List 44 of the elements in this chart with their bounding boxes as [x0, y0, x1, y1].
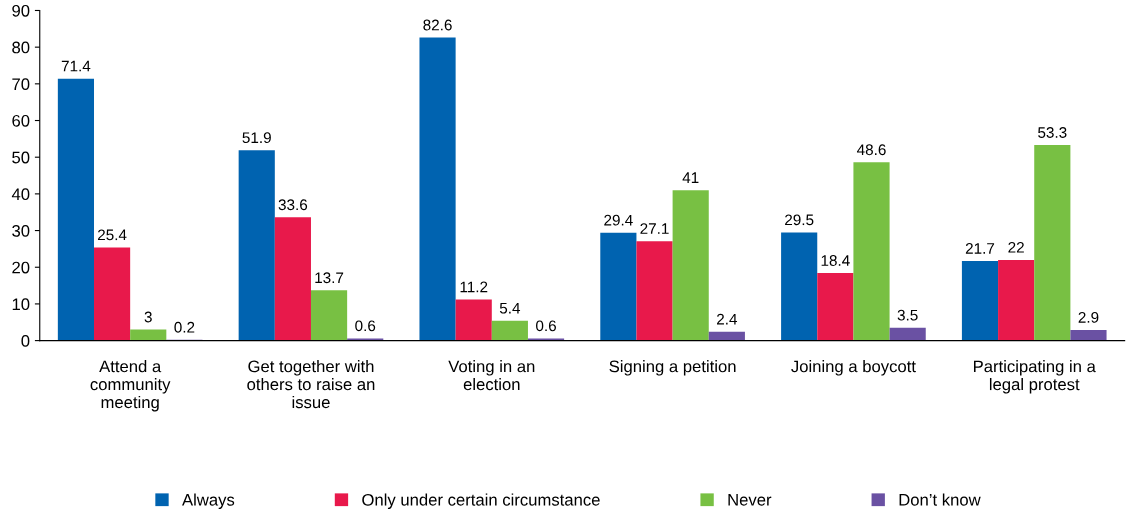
legend-label: Always [182, 493, 235, 509]
data-label: 53.3 [1038, 127, 1067, 138]
y-tick-label: 60 [12, 114, 30, 127]
data-label: 27.1 [640, 223, 669, 234]
data-label: 21.7 [965, 243, 995, 254]
data-label: 3 [144, 311, 152, 323]
x-tick-label: Get together with others to raise an issue [247, 360, 375, 409]
data-label: 18.4 [821, 255, 850, 266]
data-label: 48.6 [856, 144, 886, 156]
legend-label: Never [728, 494, 772, 506]
data-label: 22 [1008, 241, 1024, 253]
y-tick-label: 30 [12, 224, 30, 237]
y-tick-label: 90 [12, 4, 30, 17]
data-label: 2.9 [1078, 311, 1099, 323]
y-tick-label: 80 [12, 41, 30, 54]
data-label: 29.5 [785, 214, 814, 226]
legend-label: Only under certain circumstance [362, 493, 600, 509]
legend-label: Don’t know [899, 493, 981, 506]
data-label: 2.4 [717, 313, 738, 325]
y-tick-label: 10 [12, 298, 30, 311]
data-label: 0.6 [536, 320, 556, 332]
y-tick-label: 50 [12, 151, 30, 164]
x-tick-label: Joining a boycott [791, 360, 916, 376]
data-label: 0.2 [174, 321, 195, 333]
y-tick-label: 40 [11, 188, 30, 201]
x-tick-label: Attend a community meeting [90, 360, 171, 412]
data-label: 71.4 [61, 60, 91, 72]
data-label: 41 [682, 172, 699, 183]
data-label: 51.9 [242, 132, 271, 144]
x-tick-label: Participating in a legal protest [974, 360, 1096, 394]
data-label: 29.4 [604, 214, 633, 226]
x-tick-label: Voting in an election [448, 360, 535, 391]
y-tick-label: 70 [12, 78, 30, 91]
data-label: 33.6 [278, 199, 308, 211]
data-label: 11.2 [460, 281, 488, 293]
data-label: 0.6 [355, 320, 376, 332]
y-tick-label: 20 [12, 261, 30, 274]
x-tick-label: Signing a petition [609, 360, 736, 376]
data-label: 3.5 [897, 309, 918, 321]
data-label: 13.7 [315, 272, 344, 284]
data-label: 25.4 [97, 229, 127, 241]
data-label: 5.4 [499, 302, 521, 314]
y-tick-label: 0 [21, 335, 30, 347]
data-label: 82.6 [423, 19, 452, 31]
